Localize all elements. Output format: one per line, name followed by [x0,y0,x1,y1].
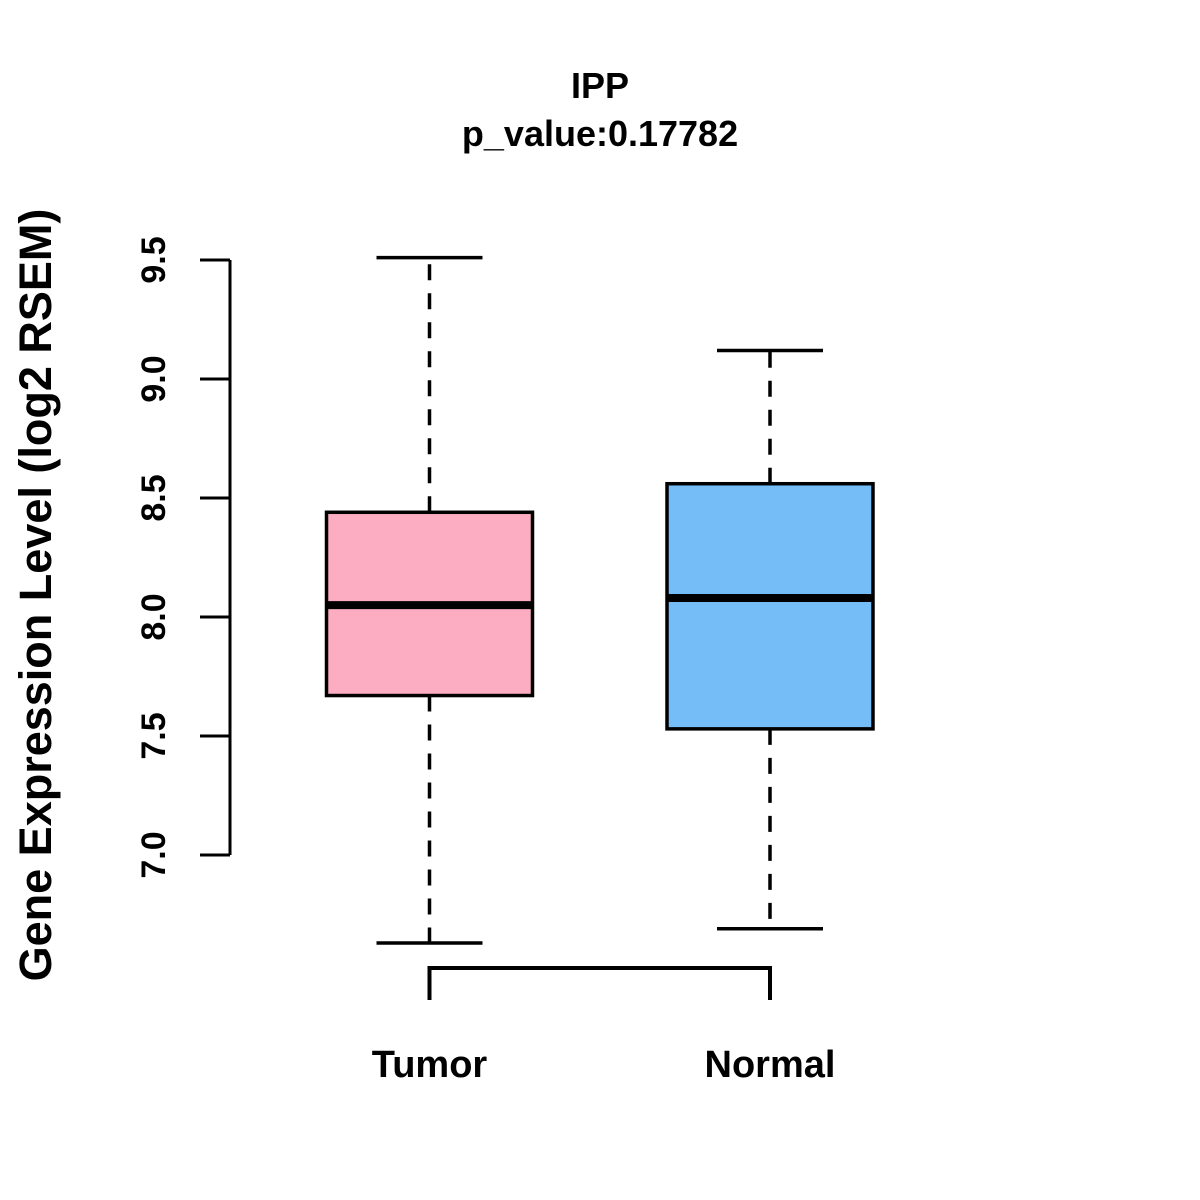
y-axis-title: Gene Expression Level (log2 RSEM) [10,208,61,982]
y-tick-label: 8.0 [135,593,173,640]
chart-subtitle-pvalue: p_value:0.17782 [461,113,739,154]
x-axis-bracket [427,966,772,1000]
x-category-label-normal: Normal [705,1044,836,1086]
y-tick-label: 7.5 [135,712,173,759]
chart-title: IPP [570,65,630,106]
y-tick-label: 9.5 [135,236,173,283]
y-tick-label: 9.0 [135,355,173,402]
y-tick-label: 7.0 [135,831,173,878]
y-tick-label: 8.5 [135,474,173,521]
normal-box [665,481,875,731]
x-category-label-tumor: Tumor [372,1044,488,1086]
